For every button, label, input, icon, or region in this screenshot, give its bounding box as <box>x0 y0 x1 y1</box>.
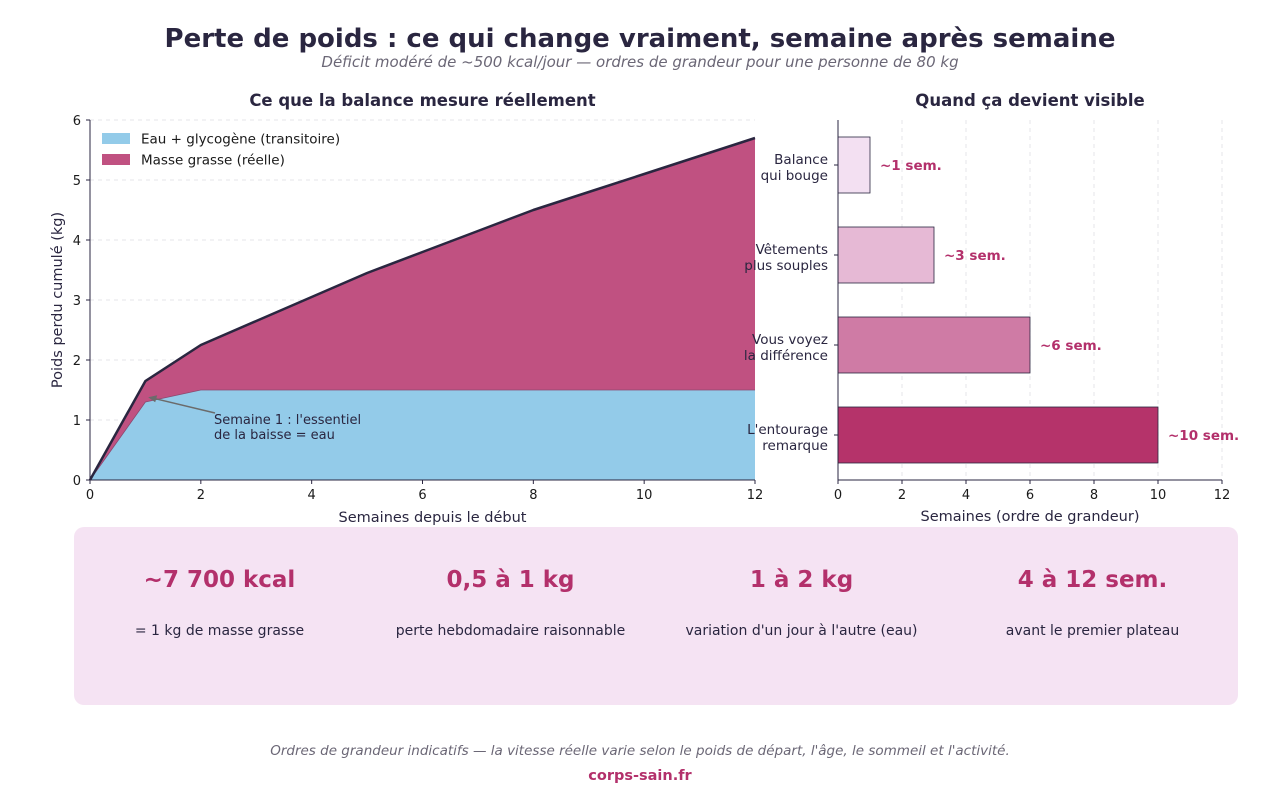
area-series-fat <box>90 138 755 480</box>
bar-value-label: ~10 sem. <box>1168 428 1239 444</box>
category-label: remarque <box>762 438 828 454</box>
x-tick-label: 2 <box>197 488 205 503</box>
area-series-water <box>90 390 755 480</box>
x-tick-label: 8 <box>529 488 537 503</box>
y-tick-label: 1 <box>73 414 81 429</box>
bar-value-label: ~6 sem. <box>1040 338 1102 354</box>
x-tick-label: 0 <box>86 488 94 503</box>
source-credit: corps-sain.fr <box>588 768 692 784</box>
bar <box>837 136 871 194</box>
x-tick-label: 10 <box>1150 488 1167 503</box>
annotation-arrow <box>153 397 216 414</box>
annotation-text: Semaine 1 : l'essentiel <box>214 413 361 428</box>
x-tick-label: 6 <box>1026 488 1034 503</box>
x-tick-label: 12 <box>747 488 764 503</box>
category-label: L'entourage <box>747 422 828 438</box>
category-label: plus souples <box>744 258 828 274</box>
stats-panel: ~7 700 kcal = 1 kg de masse grasse 0,5 à… <box>74 527 1238 705</box>
x-tick-label: 0 <box>834 488 842 503</box>
bar-value-label: ~1 sem. <box>880 158 942 174</box>
legend-label: Masse grasse (réelle) <box>141 153 285 169</box>
stat-label: = 1 kg de masse grasse <box>134 623 305 639</box>
y-tick-label: 6 <box>73 114 81 129</box>
stat-value: 4 à 12 sem. <box>1017 567 1168 593</box>
chart-title: Ce que la balance mesure réellement <box>249 91 595 110</box>
x-tick-label: 10 <box>636 488 653 503</box>
bar-value-label: ~3 sem. <box>944 248 1006 264</box>
y-tick-label: 4 <box>73 234 81 249</box>
annotation-text: de la baisse = eau <box>214 428 335 443</box>
stat-value: 0,5 à 1 kg <box>446 567 575 593</box>
x-axis-title: Semaines depuis le début <box>339 510 527 526</box>
x-tick-label: 8 <box>1090 488 1098 503</box>
series-boundary-line <box>89 389 755 481</box>
x-tick-label: 4 <box>308 488 316 503</box>
stat-label: perte hebdomadaire raisonnable <box>395 623 626 639</box>
x-tick-label: 4 <box>962 488 970 503</box>
y-tick-label: 3 <box>73 294 81 309</box>
bar <box>837 226 935 284</box>
y-axis-title: Poids perdu cumulé (kg) <box>50 212 66 388</box>
category-label: qui bouge <box>761 168 828 184</box>
category-label: Balance <box>774 152 828 168</box>
stat-value: ~7 700 kcal <box>143 567 296 593</box>
bar <box>837 316 1031 374</box>
chart-title: Quand ça devient visible <box>915 91 1144 110</box>
x-tick-label: 6 <box>418 488 426 503</box>
stat-label: variation d'un jour à l'autre (eau) <box>685 623 918 639</box>
legend-swatch <box>102 133 130 144</box>
footnote: Ordres de grandeur indicatifs — la vites… <box>270 743 1010 759</box>
bar <box>837 406 1159 464</box>
stat-label: avant le premier plateau <box>1005 623 1180 639</box>
category-label: la différence <box>744 348 828 364</box>
category-label: Vêtements <box>756 242 828 258</box>
legend-swatch <box>102 154 130 165</box>
legend-label: Eau + glycogène (transitoire) <box>141 132 340 148</box>
y-tick-label: 2 <box>73 354 81 369</box>
total-line <box>88 136 756 481</box>
stat-value: 1 à 2 kg <box>749 567 854 593</box>
x-axis-title: Semaines (ordre de grandeur) <box>921 509 1140 525</box>
x-tick-label: 2 <box>898 488 906 503</box>
category-label: Vous voyez <box>752 332 828 348</box>
page-title: Perte de poids : ce qui change vraiment,… <box>164 24 1116 54</box>
y-tick-label: 5 <box>73 174 81 189</box>
page-subtitle: Déficit modéré de ~500 kcal/jour — ordre… <box>321 53 959 71</box>
x-tick-label: 12 <box>1214 488 1231 503</box>
annotation-arrowhead <box>148 395 158 403</box>
y-tick-label: 0 <box>73 474 81 489</box>
